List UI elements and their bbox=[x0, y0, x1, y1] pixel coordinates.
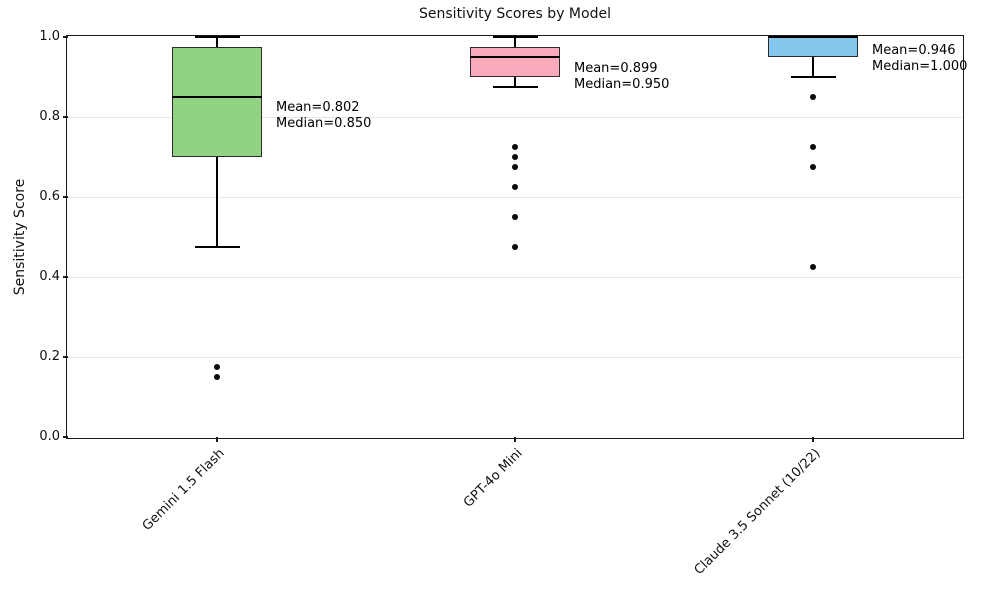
x-tick-label: Claude 3.5 Sonnet (10/22) bbox=[691, 446, 824, 578]
box bbox=[768, 37, 858, 57]
upper-whisker-cap bbox=[492, 36, 538, 38]
outlier-point bbox=[214, 364, 220, 370]
upper-whisker bbox=[514, 37, 516, 47]
box bbox=[172, 47, 262, 157]
annotation-line: Mean=0.802 bbox=[276, 100, 360, 116]
annotation-line: Mean=0.946 bbox=[872, 42, 956, 58]
x-tick-mark bbox=[216, 437, 218, 442]
upper-whisker bbox=[216, 37, 218, 47]
outlier-point bbox=[512, 144, 518, 150]
annotation: Mean=0.802 Median=0.850 bbox=[276, 100, 371, 132]
x-tick-mark bbox=[514, 437, 516, 442]
lower-whisker bbox=[514, 77, 516, 87]
y-tick-label: 0.6 bbox=[39, 189, 60, 204]
upper-whisker-cap bbox=[194, 36, 240, 38]
lower-whisker-cap bbox=[790, 76, 836, 78]
y-tick-mark bbox=[63, 276, 68, 278]
x-tick-label: GPT-4o Mini bbox=[460, 446, 526, 511]
annotation: Mean=0.946 Median=1.000 bbox=[872, 43, 967, 75]
gridline bbox=[68, 356, 962, 358]
median-line bbox=[172, 96, 262, 98]
annotation: Mean=0.899 Median=0.950 bbox=[574, 61, 669, 93]
y-tick-label: 0.0 bbox=[39, 429, 60, 444]
gridline bbox=[68, 196, 962, 198]
outlier-point bbox=[214, 374, 220, 380]
y-tick-mark bbox=[63, 356, 68, 358]
x-tick-mark bbox=[812, 437, 814, 442]
annotation-line: Mean=0.899 bbox=[574, 61, 658, 77]
lower-whisker bbox=[216, 157, 218, 247]
outlier-point bbox=[512, 154, 518, 160]
outlier-point bbox=[810, 94, 816, 100]
outlier-point bbox=[810, 164, 816, 170]
y-tick-label: 0.4 bbox=[39, 269, 60, 284]
y-tick-label: 0.8 bbox=[39, 109, 60, 124]
gridline bbox=[68, 116, 962, 118]
lower-whisker bbox=[812, 57, 814, 77]
outlier-point bbox=[512, 164, 518, 170]
chart-title: Sensitivity Scores by Model bbox=[419, 6, 611, 22]
gridline bbox=[68, 276, 962, 278]
median-line bbox=[470, 56, 560, 58]
lower-whisker-cap bbox=[492, 86, 538, 88]
outlier-point bbox=[512, 244, 518, 250]
annotation-line: Median=1.000 bbox=[872, 58, 968, 74]
outlier-point bbox=[512, 214, 518, 220]
x-tick-label: Gemini 1.5 Flash bbox=[139, 446, 228, 534]
y-tick-label: 0.2 bbox=[39, 349, 60, 364]
annotation-line: Median=0.950 bbox=[574, 77, 670, 93]
y-tick-mark bbox=[63, 196, 68, 198]
y-tick-mark bbox=[63, 116, 68, 118]
outlier-point bbox=[810, 144, 816, 150]
y-tick-label: 1.0 bbox=[39, 29, 60, 44]
outlier-point bbox=[810, 264, 816, 270]
annotation-line: Median=0.850 bbox=[276, 116, 372, 132]
median-line bbox=[768, 36, 858, 38]
outlier-point bbox=[512, 184, 518, 190]
y-tick-mark bbox=[63, 36, 68, 38]
box bbox=[470, 47, 560, 77]
y-tick-mark bbox=[63, 436, 68, 438]
lower-whisker-cap bbox=[194, 246, 240, 248]
